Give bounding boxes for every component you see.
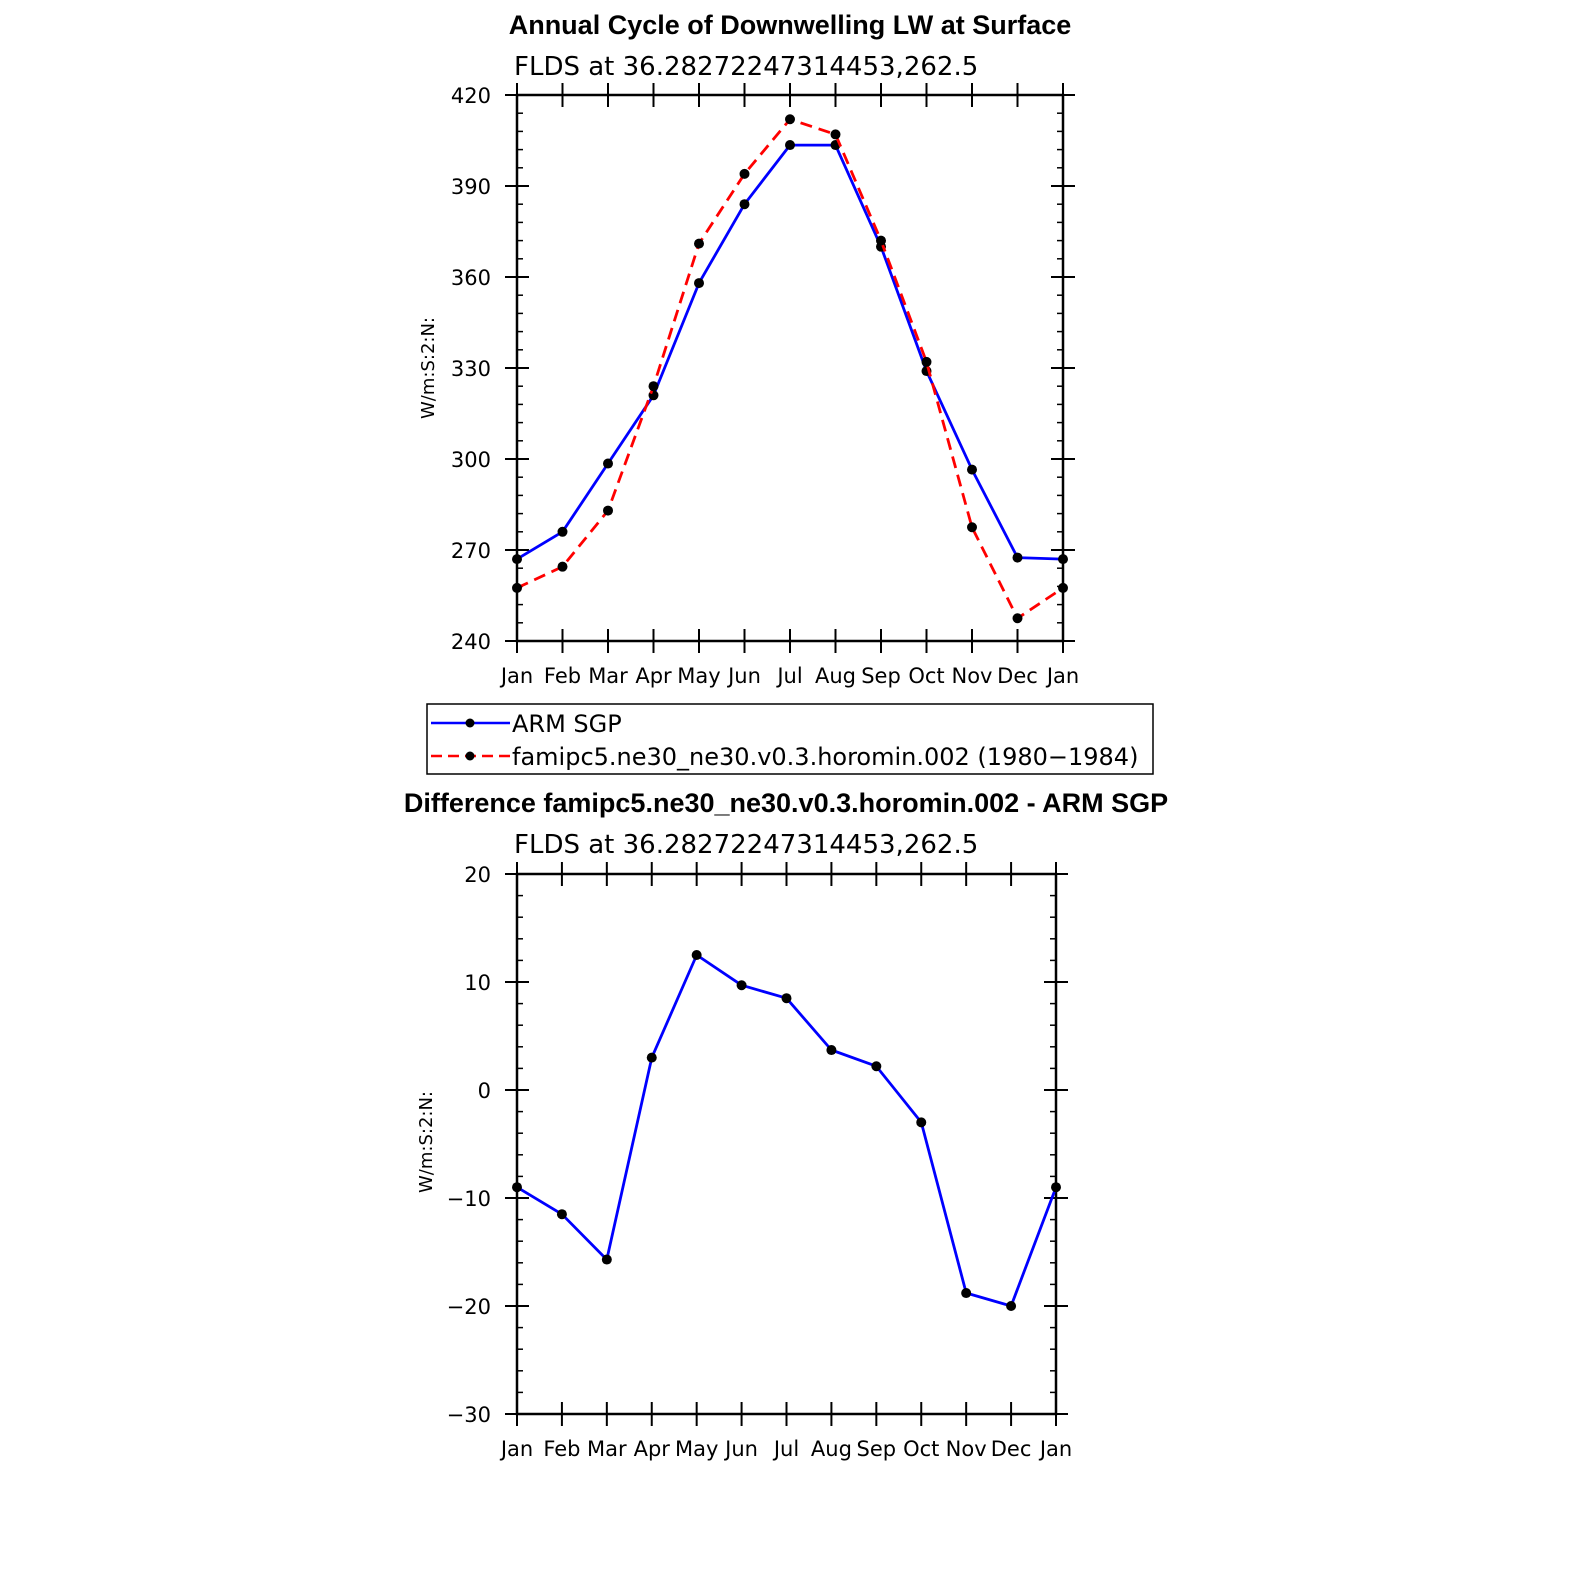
chart1-series-1-point	[694, 238, 704, 249]
chart2-series-0-point	[961, 1288, 972, 1299]
chart1-xtick-label: Jul	[775, 664, 802, 688]
chart1-series-0-point	[739, 199, 750, 210]
chart1-series-0-point	[1058, 554, 1068, 565]
chart2-xtick-label: Oct	[903, 1437, 939, 1461]
chart2-series-0-point	[646, 1052, 657, 1063]
chart2-ytick-label: 10	[464, 971, 491, 995]
chart2-xtick-label: Dec	[991, 1437, 1032, 1461]
chart1-series-0-point	[603, 458, 613, 469]
chart2-ylabel: W/m:S:2:N:	[416, 1091, 437, 1193]
chart1-series-1-point	[512, 582, 522, 593]
chart1-series-0-point	[694, 278, 704, 289]
chart2-frame	[515, 872, 1058, 1416]
chart2-series-0-point	[871, 1061, 882, 1072]
chart2-title: Difference famipc5.ne30_ne30.v0.3.horomi…	[404, 788, 1168, 818]
chart2-series-0-line	[516, 953, 1058, 1308]
chart1-subtitle: FLDS at 36.28272247314453,262.5	[514, 52, 978, 82]
chart2-series-0-point	[781, 993, 792, 1004]
chart2-series-0-point	[601, 1254, 612, 1265]
chart1-series-1-point	[648, 381, 659, 392]
chart2-xtick-label: Nov	[946, 1437, 987, 1461]
chart1-xtick-label: Oct	[908, 664, 944, 688]
chart1-ytick-label: 360	[451, 266, 491, 290]
chart2-series-0-point	[556, 1209, 567, 1220]
chart1-xtick-label: Apr	[635, 664, 672, 688]
chart2-ytick-label: 20	[464, 863, 491, 887]
chart1-series-0-point	[557, 526, 568, 537]
chart1-xtick-label: Mar	[588, 664, 628, 688]
chart2-ytick-label: −20	[447, 1295, 491, 1319]
chart1-series-1-point	[1058, 582, 1068, 593]
chart2-ytick-label: 0	[478, 1079, 491, 1103]
legend-box	[426, 703, 1154, 775]
chart1-ytick-label: 420	[451, 84, 491, 108]
chart1-series-1-point	[967, 522, 977, 533]
chart1-ytick-label: 300	[451, 448, 491, 472]
chart2-xtick-label: Aug	[811, 1437, 852, 1461]
chart1-xtick-label: May	[677, 664, 720, 688]
chart2-xtick-label: Jul	[772, 1437, 799, 1461]
chart1-legend: ARM SGP famipc5.ne30_ne30.v0.3.horomin.0…	[426, 703, 1154, 775]
chart2-plot-area: Jan Feb Mar Apr May Jun Jul Aug Sep Oct Nov Dec Jan−…	[447, 862, 1072, 1461]
legend-marker-arm-sgp	[465, 718, 475, 728]
chart1-series-0-point	[967, 464, 977, 475]
chart2-ytick-label: −30	[447, 1403, 491, 1427]
legend-marker-model	[465, 751, 475, 761]
chart2-xtick-label: Feb	[543, 1437, 580, 1461]
chart2-xtick-label: Sep	[857, 1437, 897, 1461]
chart1-series-0-point	[785, 140, 795, 151]
chart1-series-1-point	[1012, 613, 1023, 624]
chart2-series-0-point	[736, 980, 747, 991]
chart1-series-1-point	[785, 114, 795, 125]
chart1-series-1-point	[557, 561, 568, 572]
chart2-series-0-point	[826, 1045, 837, 1056]
chart1-series-1-point	[830, 129, 841, 140]
chart1-series-0-point	[1012, 552, 1023, 563]
chart1-series-1-point	[921, 356, 932, 367]
chart2-series-0-point	[512, 1182, 522, 1193]
chart2-series-0-point	[1006, 1301, 1017, 1311]
legend-label-arm-sgp: ARM SGP	[512, 710, 622, 738]
chart2-subtitle: FLDS at 36.28272247314453,262.5	[514, 830, 978, 860]
chart2-ytick-label: −10	[447, 1187, 491, 1211]
chart1-series-0-line	[516, 143, 1064, 561]
chart1-plot-area: Jan Feb Mar Apr May Jun Jul Aug Sep Oct Nov Dec Jan 2…	[451, 83, 1079, 688]
chart1-series-1-line	[516, 117, 1064, 620]
chart1-series-0-point	[512, 554, 522, 565]
chart1-xtick-label: Jun	[726, 664, 761, 688]
chart2-xtick-label: Jan	[499, 1437, 533, 1461]
legend-label-model: famipc5.ne30_ne30.v0.3.horomin.002 (1980…	[512, 743, 1138, 771]
chart1-frame	[515, 93, 1065, 643]
chart1-xtick-label: Jan	[499, 664, 533, 688]
chart1-xtick-label: Dec	[997, 664, 1038, 688]
chart2-series-0-point	[916, 1117, 927, 1128]
chart1-xtick-label: Sep	[861, 664, 901, 688]
chart1-ytick-label: 390	[451, 175, 491, 199]
chart1-ytick-label: 270	[451, 539, 491, 563]
chart1-xtick-label: Aug	[815, 664, 856, 688]
chart2-series-0-point	[691, 950, 702, 960]
chart1-xtick-label: Feb	[544, 664, 581, 688]
chart1-ytick-label: 240	[451, 630, 491, 654]
chart1-series-1-point	[739, 168, 750, 179]
chart2-series-0-point	[1051, 1182, 1061, 1193]
chart2-xtick-label: Jan	[1038, 1437, 1072, 1461]
chart1-series-1-point	[876, 235, 886, 246]
chart2-xtick-label: May	[675, 1437, 718, 1461]
chart2-xtick-label: Apr	[634, 1437, 671, 1461]
chart2-xtick-label: Mar	[587, 1437, 627, 1461]
chart1-xtick-label: Nov	[952, 664, 993, 688]
chart1-xtick-label: Jan	[1045, 664, 1079, 688]
chart1-series-1-point	[603, 505, 613, 516]
chart2-xtick-label: Jun	[723, 1437, 758, 1461]
chart1-ytick-label: 330	[451, 357, 491, 381]
chart1-ylabel: W/m:S:2:N:	[418, 317, 439, 419]
chart1-title: Annual Cycle of Downwelling LW at Surfac…	[509, 10, 1072, 40]
